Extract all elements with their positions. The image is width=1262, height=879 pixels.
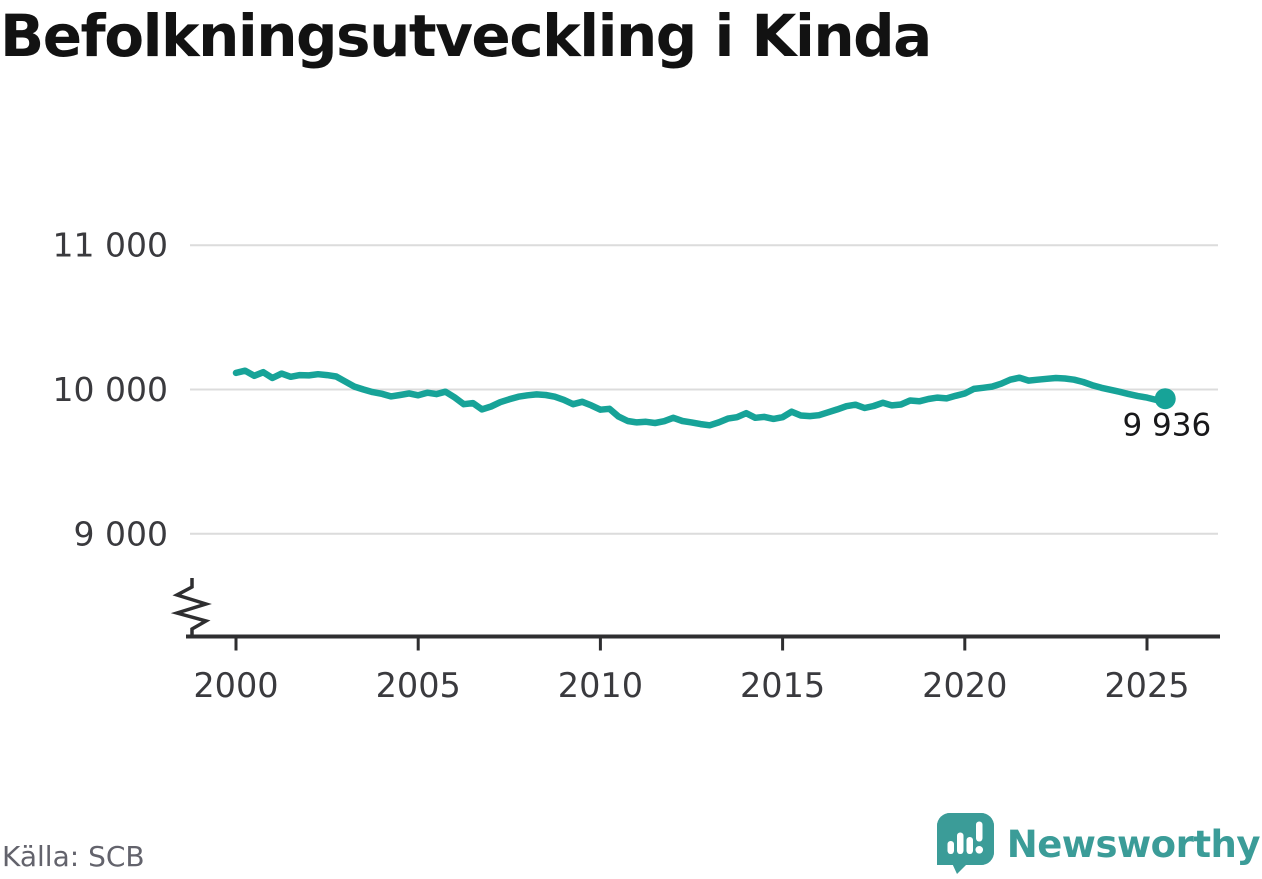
- y-tick-label: 10 000: [53, 370, 168, 409]
- speech-bubble-body: [936, 813, 994, 865]
- newsworthy-logo: Newsworthy: [936, 813, 1261, 875]
- source-label: Källa: SCB: [2, 840, 145, 873]
- logo-bar-short: [947, 841, 954, 854]
- latest-value-label: 9 936: [1122, 408, 1211, 444]
- logo-exclamation-bar: [975, 821, 983, 842]
- population-line-chart: 9 000 10 000 11 000 9 936 2000 2005 2010 2015 20…: [53, 226, 1220, 705]
- y-tick-label: 9 000: [74, 514, 168, 553]
- newsworthy-logo-text: Newsworthy: [1006, 822, 1261, 866]
- y-axis-break-icon: [170, 578, 212, 636]
- chart-title: Befolkningsutveckling i Kinda: [0, 2, 932, 70]
- x-tick-label: 2000: [193, 666, 278, 705]
- logo-bar-mid: [966, 837, 973, 854]
- logo-exclamation-dot: [975, 846, 983, 854]
- x-tick-label: 2015: [740, 666, 825, 705]
- y-tick-label: 11 000: [53, 226, 168, 265]
- speech-bubble-tail: [950, 861, 970, 874]
- x-tick-label: 2020: [922, 666, 1007, 705]
- newsworthy-logo-icon: [936, 813, 994, 874]
- population-line: [232, 367, 1169, 429]
- x-tick-label: 2005: [376, 666, 461, 705]
- x-tick-label: 2025: [1104, 666, 1189, 705]
- logo-bar-tall: [956, 832, 964, 854]
- x-tick-label: 2010: [558, 666, 643, 705]
- latest-point-marker: [1154, 388, 1176, 410]
